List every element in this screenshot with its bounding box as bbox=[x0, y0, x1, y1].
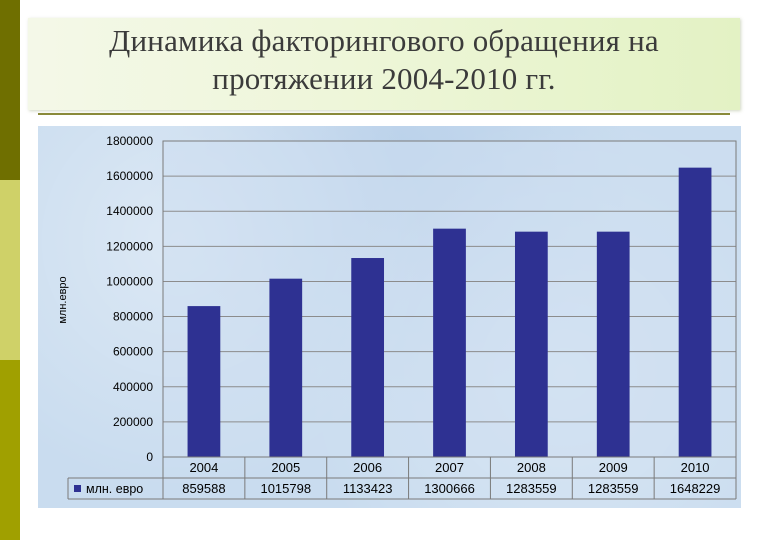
y-tick-label: 0 bbox=[146, 450, 153, 464]
bar-2008 bbox=[514, 231, 548, 457]
data-label: 1300666 bbox=[424, 481, 475, 496]
y-tick-label: 800000 bbox=[113, 310, 153, 324]
data-label: 1015798 bbox=[260, 481, 311, 496]
x-tick-label: 2007 bbox=[435, 460, 464, 475]
bar-2007 bbox=[433, 228, 466, 457]
y-tick-label: 200000 bbox=[113, 415, 153, 429]
slide-title-line1: Динамика факторингового обращения на bbox=[109, 23, 659, 58]
y-tick-label: 1200000 bbox=[106, 239, 153, 253]
title-box bbox=[28, 18, 740, 110]
y-tick-label: 600000 bbox=[113, 345, 153, 359]
x-tick-label: 2008 bbox=[517, 460, 546, 475]
side-band-bottom bbox=[0, 360, 20, 540]
y-tick-label: 1000000 bbox=[106, 274, 153, 288]
data-label: 1648229 bbox=[670, 481, 721, 496]
x-tick-label: 2009 bbox=[599, 460, 628, 475]
bar-2010 bbox=[678, 167, 712, 458]
slide-title-line2: протяжении 2004-2010 гг. bbox=[212, 61, 556, 96]
side-band-top bbox=[0, 0, 20, 180]
data-label: 859588 bbox=[182, 481, 225, 496]
x-tick-label: 2010 bbox=[681, 460, 710, 475]
title-divider bbox=[38, 113, 730, 115]
bar-2004 bbox=[187, 306, 221, 457]
data-label: 1283559 bbox=[588, 481, 639, 496]
slide-title: Динамика факторингового обращения на про… bbox=[28, 22, 740, 98]
bar-2009 bbox=[596, 231, 630, 457]
y-tick-label: 1600000 bbox=[106, 169, 153, 183]
y-tick-label: 1400000 bbox=[106, 204, 153, 218]
legend-key bbox=[74, 485, 81, 492]
x-tick-label: 2006 bbox=[353, 460, 382, 475]
legend-label: млн. евро bbox=[86, 482, 143, 496]
bar-2006 bbox=[351, 258, 385, 457]
y-axis-label: млн.евро bbox=[57, 276, 69, 324]
bar-2005 bbox=[269, 278, 303, 457]
data-label: 1283559 bbox=[506, 481, 557, 496]
side-band-middle bbox=[0, 180, 20, 360]
x-tick-label: 2005 bbox=[271, 460, 300, 475]
y-tick-label: 1800000 bbox=[106, 134, 153, 148]
y-tick-label: 400000 bbox=[113, 380, 153, 394]
x-tick-label: 2004 bbox=[189, 460, 218, 475]
data-label: 1133423 bbox=[343, 481, 393, 496]
